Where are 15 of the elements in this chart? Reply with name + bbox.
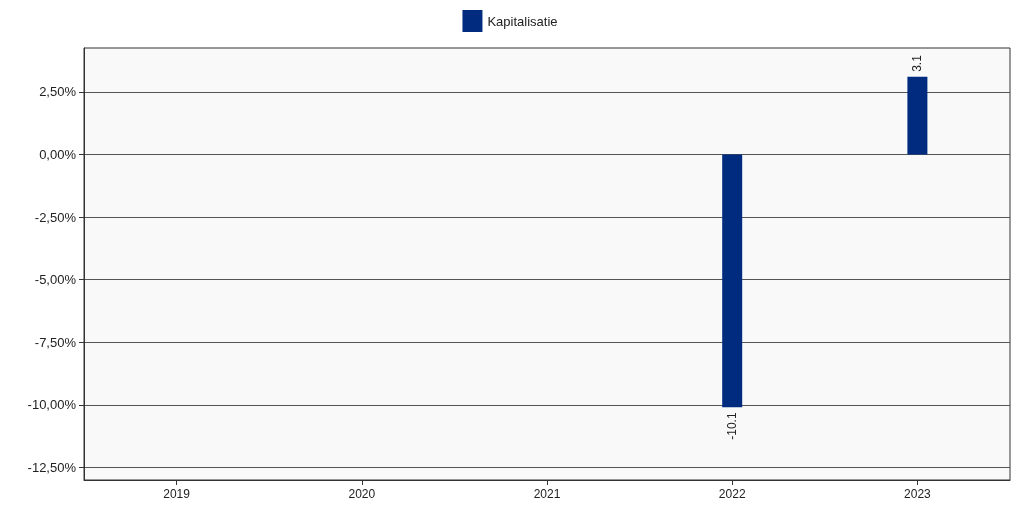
x-tick-label: 2021 [533, 487, 561, 501]
x-tick-label: 2022 [718, 487, 746, 501]
data-label: 3.1 [910, 54, 925, 72]
x-tick-label: 2020 [348, 487, 376, 501]
y-tick-label: -7,50% [34, 334, 77, 350]
data-label: -10.1 [725, 412, 740, 440]
y-tick-label: 2,50% [39, 84, 77, 100]
y-tick-label: -12,50% [27, 459, 77, 475]
x-tick-label: 2023 [904, 487, 932, 501]
y-tick-label: -5,00% [34, 272, 77, 288]
y-tick-label: -10,00% [27, 397, 77, 413]
legend-label: Kapitalisatie [487, 13, 558, 29]
y-tick-label: 0,00% [39, 146, 77, 162]
y-tick-label: -2,50% [34, 209, 77, 225]
x-tick-label: 2019 [163, 487, 191, 501]
